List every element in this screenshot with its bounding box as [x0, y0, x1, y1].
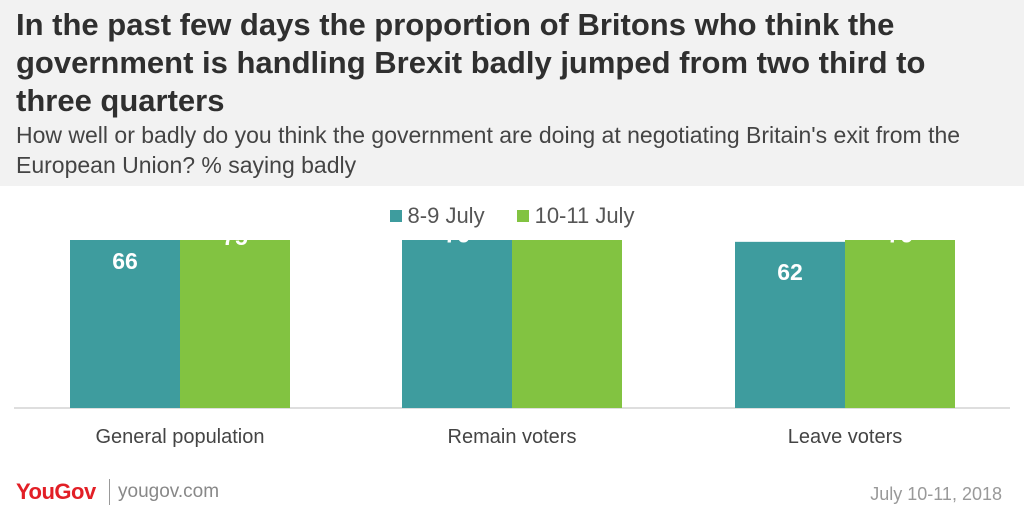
chart-subtitle: How well or badly do you think the gover…	[16, 122, 961, 178]
header-panel: In the past few days the proportion of B…	[0, 0, 1024, 186]
footer-divider	[109, 479, 110, 505]
legend-label-series-1: 8-9 July	[407, 203, 485, 228]
yougov-logo: YouGov	[16, 479, 96, 504]
bar-value-label: 76	[444, 240, 470, 247]
bar-value-label: 75	[222, 240, 248, 250]
legend-item-series-1: 8-9 July	[389, 203, 485, 229]
footer-site-url: yougov.com	[118, 481, 220, 502]
bar-2-1	[180, 240, 290, 408]
bar-chart: 6675General population7682Remain voters6…	[14, 240, 1010, 448]
footer-date: July 10-11, 2018	[870, 484, 1002, 504]
category-label: General population	[95, 426, 264, 448]
legend-label-series-2: 10-11 July	[534, 203, 635, 228]
bar-value-label: 66	[112, 248, 138, 274]
bar-2-3	[845, 240, 955, 408]
bar-value-label: 76	[887, 240, 913, 247]
bar-1-3	[735, 241, 845, 408]
bar-2-2	[512, 240, 622, 408]
bar-value-label: 62	[777, 259, 803, 285]
bar-1-1	[70, 240, 180, 408]
legend: 8-9 July 10-11 July	[0, 203, 1024, 229]
category-label: Remain voters	[448, 426, 577, 448]
legend-swatch-series-1	[389, 210, 402, 222]
category-label: Leave voters	[788, 426, 903, 448]
legend-swatch-series-2	[516, 210, 529, 222]
bar-1-2	[402, 240, 512, 408]
chart-title: In the past few days the proportion of B…	[16, 7, 926, 118]
legend-item-series-2: 10-11 July	[516, 203, 635, 229]
